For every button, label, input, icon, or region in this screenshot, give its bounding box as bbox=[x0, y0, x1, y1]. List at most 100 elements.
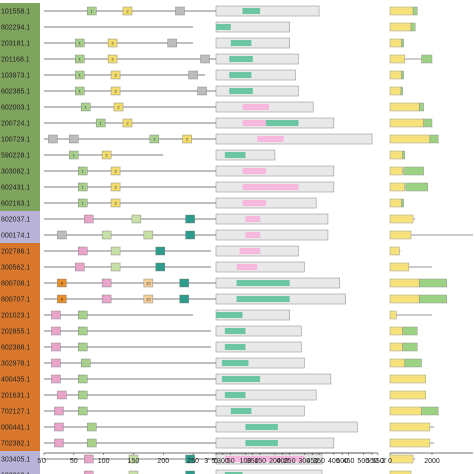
motif-tick-label: 200 bbox=[157, 458, 169, 465]
motif-box bbox=[179, 294, 189, 304]
motif-number: 1 bbox=[91, 9, 94, 14]
exon-box bbox=[389, 230, 412, 240]
motif-box bbox=[78, 310, 88, 320]
exon-box bbox=[389, 390, 426, 400]
cluster-block bbox=[0, 35, 40, 51]
gene-tick-label: 0 bbox=[388, 458, 392, 465]
gene-label: 702127.1 bbox=[1, 409, 30, 416]
motif-box bbox=[143, 294, 154, 304]
domain-tick-label: 150 bbox=[254, 458, 266, 465]
gene-label: 000441.1 bbox=[1, 425, 30, 432]
motif-box bbox=[78, 166, 88, 176]
motif-tick-label: 100 bbox=[98, 458, 110, 465]
exon-box bbox=[429, 134, 439, 144]
exon-box bbox=[389, 310, 397, 320]
motif-box bbox=[149, 134, 160, 144]
domain-box bbox=[221, 360, 249, 366]
cluster-block bbox=[0, 83, 40, 99]
motif-number: 2 bbox=[126, 9, 129, 14]
exon-box bbox=[412, 6, 418, 16]
cluster-block bbox=[0, 435, 40, 451]
cluster-block bbox=[0, 163, 40, 179]
motif-number: 2 bbox=[114, 169, 117, 174]
exon-box bbox=[419, 102, 424, 112]
motif-number: 1 bbox=[73, 153, 76, 158]
domain-box bbox=[224, 472, 243, 474]
domain-box bbox=[230, 408, 252, 414]
exon-box bbox=[419, 294, 447, 304]
motif-box bbox=[84, 454, 94, 464]
motif-box bbox=[78, 390, 88, 400]
motif-box bbox=[197, 86, 207, 96]
motif-number: 2 bbox=[114, 89, 117, 94]
motif-box bbox=[179, 278, 189, 288]
motif-box bbox=[57, 294, 67, 304]
motif-number: 2 bbox=[111, 57, 114, 62]
domain-box bbox=[242, 168, 267, 174]
gene-label: 201631.1 bbox=[1, 393, 30, 400]
motif-box bbox=[54, 438, 64, 448]
motif-box bbox=[54, 422, 64, 432]
protein-bar bbox=[215, 229, 329, 241]
domain-box bbox=[221, 376, 261, 382]
motif-number: 9 bbox=[61, 297, 64, 302]
motif-number: 2 bbox=[106, 153, 109, 158]
motif-box bbox=[75, 70, 85, 80]
exon-box bbox=[421, 406, 439, 416]
gene-label: 103973.1 bbox=[1, 73, 30, 80]
gene-label: 702382.1 bbox=[1, 441, 30, 448]
domain-box bbox=[224, 328, 246, 334]
protein-bar bbox=[215, 341, 302, 353]
exon-box bbox=[403, 166, 424, 176]
domain-box bbox=[257, 136, 284, 142]
cluster-block bbox=[0, 99, 40, 115]
exon-box bbox=[401, 198, 404, 208]
exon-box bbox=[421, 54, 433, 64]
motif-number: 2 bbox=[126, 121, 129, 126]
gene-label: 800707.1 bbox=[1, 297, 30, 304]
domain-box bbox=[229, 72, 252, 78]
domain-tick-label: 100 bbox=[240, 458, 252, 465]
motif-box bbox=[84, 214, 94, 224]
motif-number: 1 bbox=[79, 41, 82, 46]
motif-box bbox=[95, 118, 106, 128]
motif-number: 10 bbox=[146, 281, 151, 286]
motif-axis-start: 5' bbox=[37, 458, 42, 465]
motif-box bbox=[110, 262, 121, 272]
gene-tick-label: 2000 bbox=[424, 458, 440, 465]
motif-box bbox=[75, 54, 85, 64]
motif-box bbox=[188, 70, 198, 80]
exon-box bbox=[404, 358, 422, 368]
motif-tick-label: 250 bbox=[187, 458, 199, 465]
domain-box bbox=[242, 200, 267, 206]
cluster-block bbox=[0, 467, 40, 474]
protein-bar bbox=[215, 373, 332, 385]
motif-box bbox=[110, 70, 121, 80]
motif-box bbox=[110, 246, 121, 256]
domain-box bbox=[229, 88, 253, 94]
gene-label: 400435.1 bbox=[1, 377, 30, 384]
motif-box bbox=[51, 374, 61, 384]
motif-box bbox=[51, 326, 61, 336]
domain-box bbox=[266, 184, 299, 190]
gene-label: 303405.1 bbox=[1, 457, 30, 464]
motif-number: 1 bbox=[85, 105, 88, 110]
gene-label: 302978.1 bbox=[1, 361, 30, 368]
gene-label: 602362.1 bbox=[1, 473, 30, 474]
cluster-block bbox=[0, 179, 40, 195]
exon-box bbox=[402, 150, 405, 160]
motif-number: 2 bbox=[114, 73, 117, 78]
motif-box bbox=[101, 230, 112, 240]
exon-box bbox=[423, 118, 433, 128]
motif-box bbox=[78, 374, 88, 384]
motif-number: 1 bbox=[82, 201, 85, 206]
motif-box bbox=[107, 38, 118, 48]
exon-box bbox=[389, 38, 402, 48]
domain-box bbox=[236, 264, 258, 270]
motif-box bbox=[69, 134, 79, 144]
cluster-block bbox=[0, 19, 40, 35]
domain-tick-label: 250 bbox=[284, 458, 296, 465]
protein-bar bbox=[215, 5, 320, 17]
motif-box bbox=[101, 294, 112, 304]
gene-label: 201168.1 bbox=[1, 57, 30, 64]
